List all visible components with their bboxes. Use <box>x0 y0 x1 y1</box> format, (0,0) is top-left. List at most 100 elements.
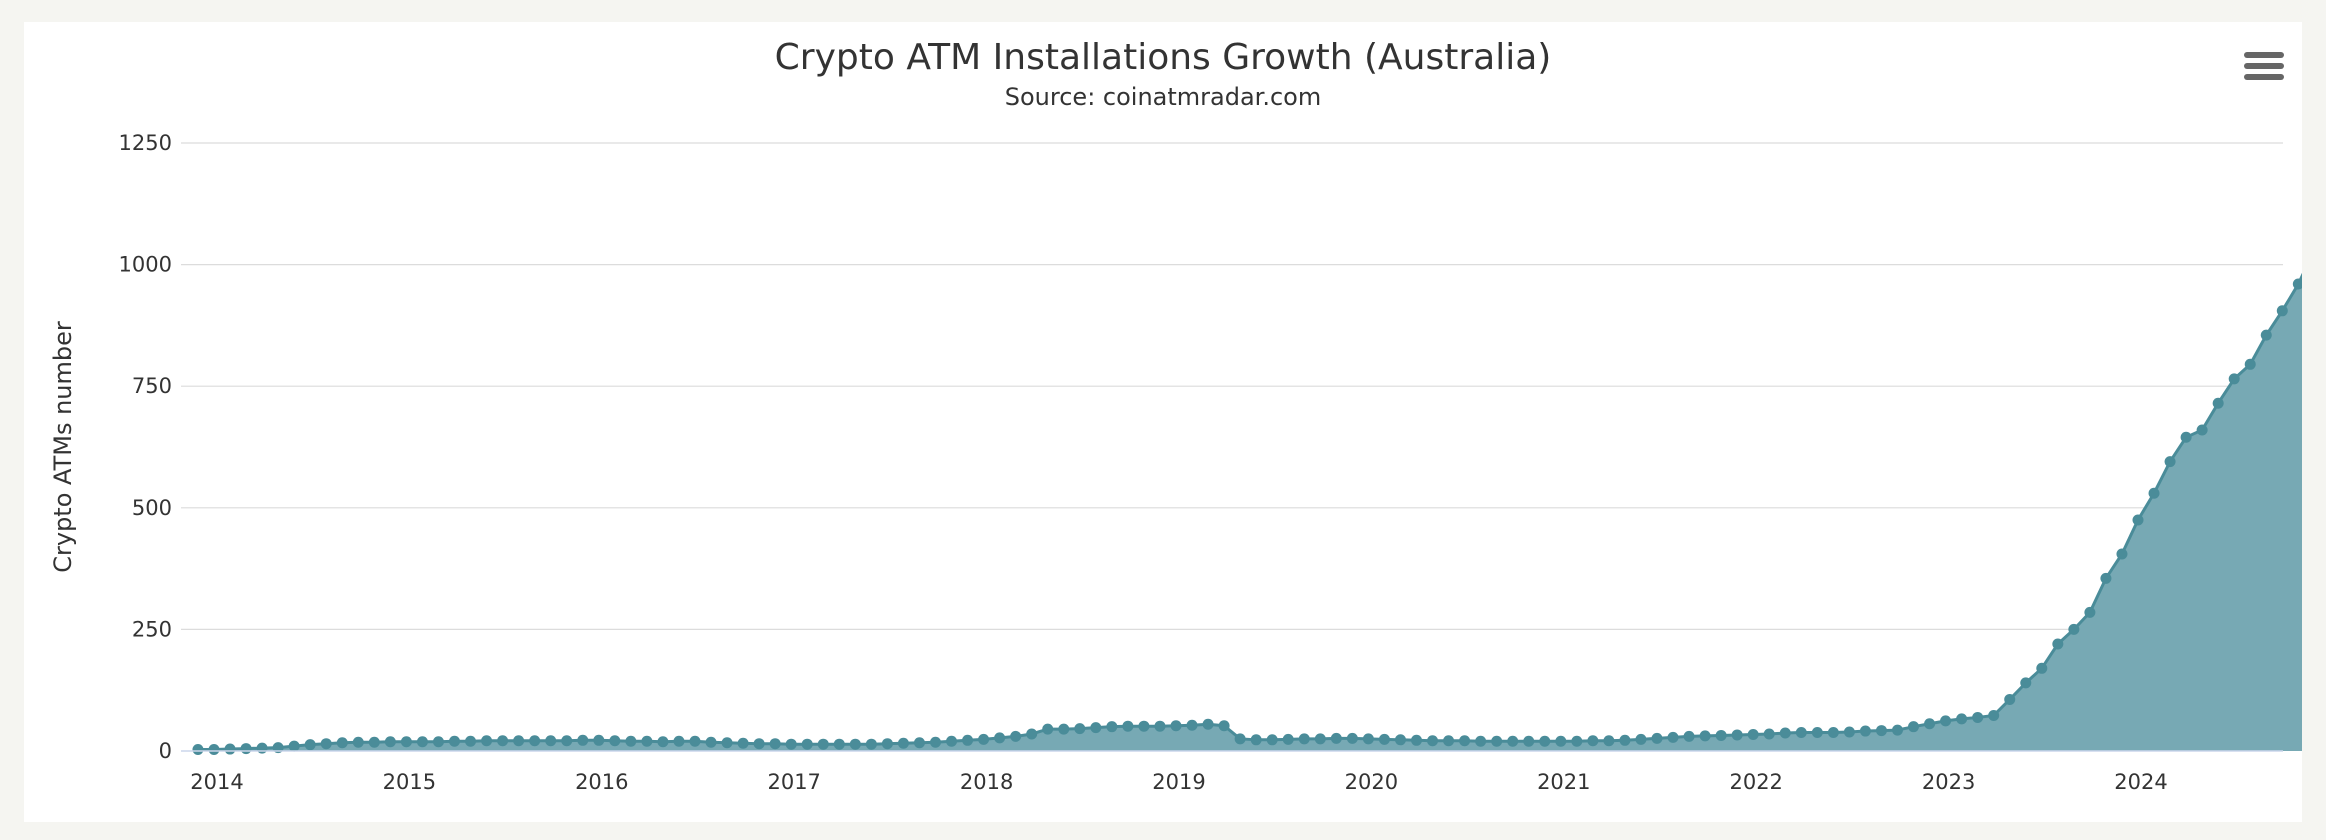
data-point[interactable] <box>769 738 781 750</box>
data-point[interactable] <box>192 744 204 756</box>
data-point[interactable] <box>1972 711 1984 723</box>
data-point[interactable] <box>2068 623 2080 635</box>
data-point[interactable] <box>2228 373 2240 385</box>
data-point[interactable] <box>416 736 428 748</box>
data-point[interactable] <box>2052 638 2064 650</box>
data-point[interactable] <box>256 742 268 754</box>
data-point[interactable] <box>545 735 557 747</box>
data-point[interactable] <box>1988 709 2000 721</box>
data-point[interactable] <box>1827 727 1839 739</box>
data-point[interactable] <box>368 736 380 748</box>
data-point[interactable] <box>1266 734 1278 746</box>
data-point[interactable] <box>1042 723 1054 735</box>
data-point[interactable] <box>1234 733 1246 745</box>
data-point[interactable] <box>1058 723 1070 735</box>
data-point[interactable] <box>1779 727 1791 739</box>
data-point[interactable] <box>1298 733 1310 745</box>
data-point[interactable] <box>1587 735 1599 747</box>
data-point[interactable] <box>1731 729 1743 741</box>
data-point[interactable] <box>641 735 653 747</box>
data-point[interactable] <box>930 736 941 748</box>
data-point[interactable] <box>304 739 316 751</box>
data-point[interactable] <box>288 740 300 752</box>
data-point[interactable] <box>352 736 364 748</box>
data-point[interactable] <box>962 734 974 746</box>
data-point[interactable] <box>1154 720 1166 732</box>
data-point[interactable] <box>1956 713 1968 725</box>
data-point[interactable] <box>1010 730 1022 742</box>
data-point[interactable] <box>1699 730 1711 742</box>
data-point[interactable] <box>593 734 605 746</box>
data-point[interactable] <box>1795 727 1807 739</box>
data-point[interactable] <box>2180 431 2192 443</box>
data-point[interactable] <box>2036 662 2048 674</box>
data-point[interactable] <box>689 735 701 747</box>
data-point[interactable] <box>1603 735 1615 747</box>
data-point[interactable] <box>224 743 236 755</box>
data-point[interactable] <box>721 737 733 749</box>
data-point[interactable] <box>1427 735 1439 747</box>
data-point[interactable] <box>2260 329 2272 341</box>
data-point[interactable] <box>1683 730 1695 742</box>
data-point[interactable] <box>785 738 797 750</box>
data-point[interactable] <box>1523 735 1535 747</box>
data-point[interactable] <box>481 735 493 747</box>
data-point[interactable] <box>913 737 925 749</box>
data-point[interactable] <box>2244 358 2256 370</box>
data-point[interactable] <box>994 732 1006 744</box>
data-point[interactable] <box>673 735 685 747</box>
data-point[interactable] <box>1619 734 1631 746</box>
data-point[interactable] <box>2164 456 2176 468</box>
data-point[interactable] <box>609 735 621 747</box>
data-point[interactable] <box>1026 728 1038 740</box>
data-point[interactable] <box>1459 735 1471 747</box>
data-point[interactable] <box>1875 725 1887 737</box>
data-point[interactable] <box>1122 720 1134 732</box>
data-point[interactable] <box>2116 548 2128 560</box>
data-point[interactable] <box>1362 733 1374 745</box>
data-point[interactable] <box>561 735 573 747</box>
data-point[interactable] <box>865 738 877 750</box>
data-point[interactable] <box>2276 305 2288 317</box>
data-point[interactable] <box>1763 728 1775 740</box>
data-point[interactable] <box>2020 677 2032 689</box>
data-point[interactable] <box>1074 723 1086 735</box>
data-point[interactable] <box>881 738 893 750</box>
data-point[interactable] <box>2084 606 2096 618</box>
data-point[interactable] <box>1747 728 1759 740</box>
data-point[interactable] <box>1475 735 1487 747</box>
data-point[interactable] <box>497 735 509 747</box>
data-point[interactable] <box>1106 721 1118 733</box>
data-point[interactable] <box>2100 572 2112 584</box>
data-point[interactable] <box>1667 731 1679 743</box>
data-point[interactable] <box>1924 718 1936 730</box>
data-point[interactable] <box>1892 724 1903 736</box>
data-point[interactable] <box>1394 734 1406 746</box>
data-point[interactable] <box>705 736 717 748</box>
data-point[interactable] <box>2004 693 2016 705</box>
data-point[interactable] <box>1843 726 1855 738</box>
data-point[interactable] <box>1635 733 1647 745</box>
data-point[interactable] <box>1940 715 1952 727</box>
data-point[interactable] <box>2212 397 2224 409</box>
data-point[interactable] <box>320 738 332 750</box>
data-point[interactable] <box>336 737 348 749</box>
data-point[interactable] <box>529 735 541 747</box>
data-point[interactable] <box>1811 727 1823 739</box>
data-point[interactable] <box>817 738 829 750</box>
data-point[interactable] <box>1443 735 1455 747</box>
data-point[interactable] <box>1378 733 1390 745</box>
data-point[interactable] <box>2132 514 2144 526</box>
data-point[interactable] <box>978 733 990 745</box>
data-point[interactable] <box>753 738 765 750</box>
data-point[interactable] <box>737 737 749 749</box>
data-point[interactable] <box>1411 734 1422 746</box>
data-point[interactable] <box>1314 733 1326 745</box>
data-point[interactable] <box>1507 735 1519 747</box>
data-point[interactable] <box>1651 732 1663 744</box>
data-point[interactable] <box>1282 733 1294 745</box>
data-point[interactable] <box>432 736 444 748</box>
data-point[interactable] <box>1186 719 1198 731</box>
data-point[interactable] <box>897 737 909 749</box>
data-point[interactable] <box>2148 487 2160 499</box>
